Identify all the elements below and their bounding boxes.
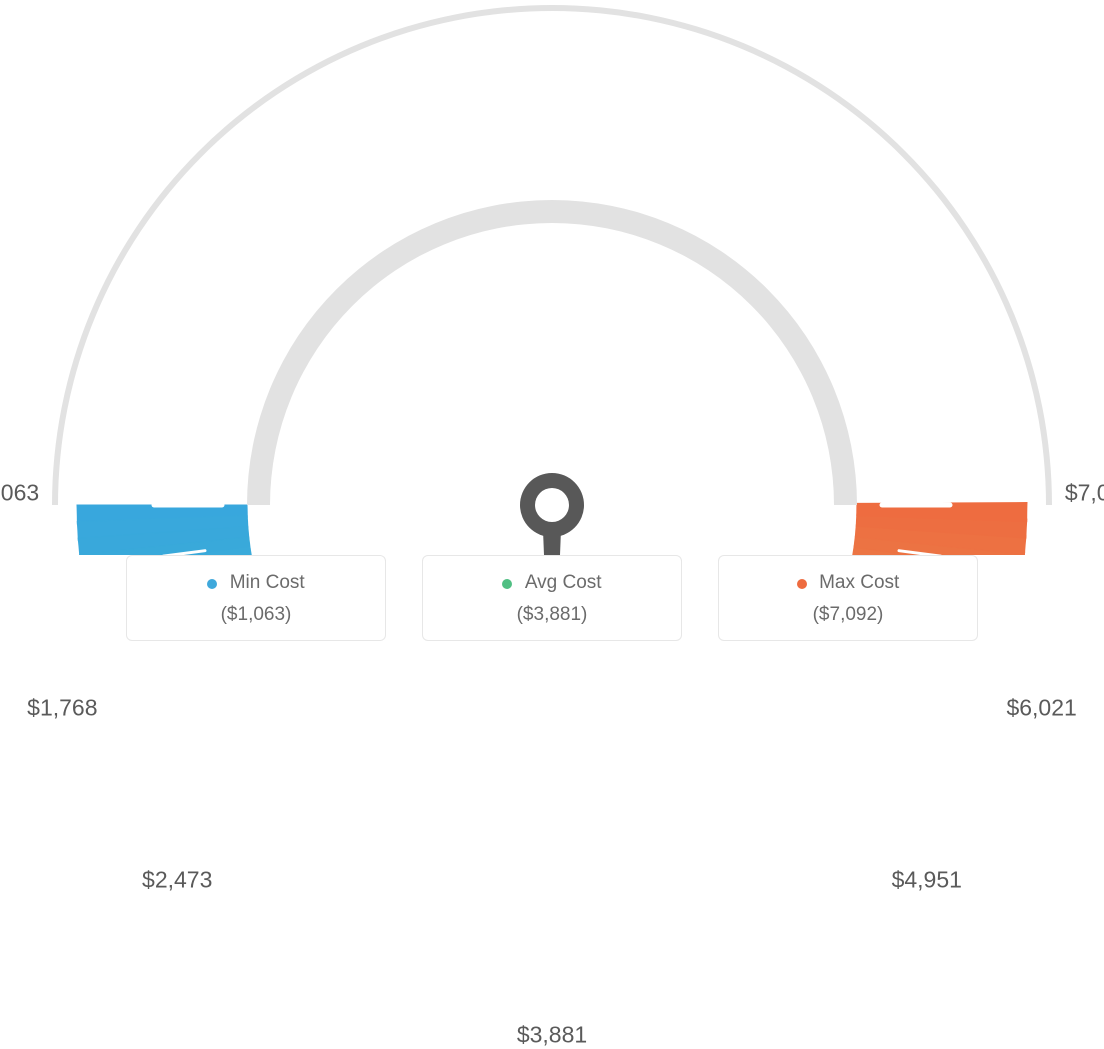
legend-value: ($7,092) (719, 604, 977, 626)
legend-value: ($3,881) (423, 604, 681, 626)
gauge-chart: $1,063$1,768$2,473$3,881$4,951$6,021$7,0… (0, 0, 1104, 555)
gauge-svg (0, 0, 1104, 555)
legend-dot (502, 579, 512, 589)
legend-dot (797, 579, 807, 589)
gauge-tick-label: $6,021 (1006, 694, 1076, 721)
legend-card-min: Min Cost ($1,063) (126, 555, 386, 641)
gauge-tick-label: $2,473 (142, 866, 212, 893)
gauge-tick-label: $4,951 (892, 866, 962, 893)
legend-card-avg: Avg Cost ($3,881) (422, 555, 682, 641)
gauge-tick-label: $3,881 (517, 1022, 587, 1049)
legend-title: Max Cost (819, 572, 899, 594)
legend-title: Avg Cost (525, 572, 602, 594)
gauge-tick-label: $1,768 (27, 694, 97, 721)
gauge-tick-label: $7,092 (1065, 480, 1104, 507)
gauge-tick-label: $1,063 (0, 480, 39, 507)
legend-card-max: Max Cost ($7,092) (718, 555, 978, 641)
legend-row: Min Cost ($1,063) Avg Cost ($3,881) Max … (0, 555, 1104, 641)
legend-value: ($1,063) (127, 604, 385, 626)
legend-title: Min Cost (230, 572, 305, 594)
legend-dot (207, 579, 217, 589)
